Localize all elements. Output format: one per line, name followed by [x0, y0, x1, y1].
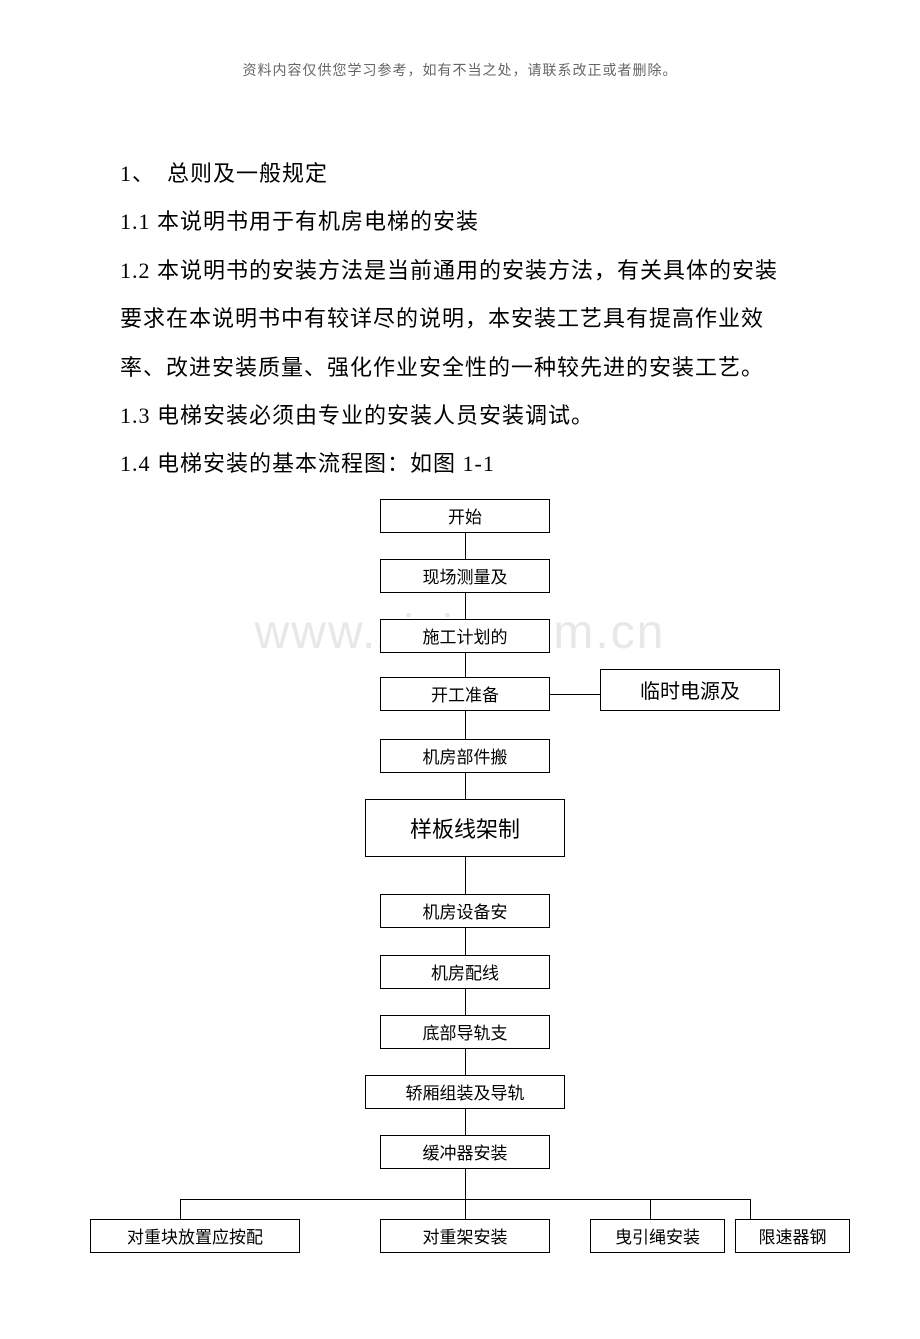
flow-box-big: 样板线架制 — [365, 799, 565, 857]
flow-box-start: 开始 — [380, 499, 550, 533]
para-line: 1.2 本说明书的安装方法是当前通用的安装方法，有关具体的安装 — [120, 247, 800, 295]
flow-box-side: 临时电源及 — [600, 669, 780, 711]
content-area: 1、 总则及一般规定 1.1 本说明书用于有机房电梯的安装 1.2 本说明书的安… — [0, 80, 920, 1339]
flow-connector — [465, 1199, 466, 1219]
header-note: 资料内容仅供您学习参考，如有不当之处，请联系改正或者删除。 — [0, 0, 920, 80]
flow-connector — [750, 1199, 751, 1219]
para-line: 率、改进安装质量、强化作业安全性的一种较先进的安装工艺。 — [120, 344, 800, 392]
flow-box: 缓冲器安装 — [380, 1135, 550, 1169]
flowchart: 开始 现场测量及 施工计划的 开工准备 临时电源及 机房部件搬 样板线架制 机房… — [120, 499, 800, 1339]
flow-connector — [180, 1199, 181, 1219]
flow-box: 机房配线 — [380, 955, 550, 989]
flow-box: 曳引绳安装 — [590, 1219, 725, 1253]
para-line: 1.1 本说明书用于有机房电梯的安装 — [120, 198, 800, 246]
flow-connector — [550, 694, 600, 695]
flow-connector — [650, 1199, 651, 1219]
flow-box: 对重架安装 — [380, 1219, 550, 1253]
para-line: 1、 总则及一般规定 — [120, 150, 800, 198]
flow-box: 限速器钢 — [735, 1219, 850, 1253]
flow-box: 机房设备安 — [380, 894, 550, 928]
para-line: 要求在本说明书中有较详尽的说明，本安装工艺具有提高作业效 — [120, 295, 800, 343]
flow-box: 轿厢组装及导轨 — [365, 1075, 565, 1109]
flow-box: 机房部件搬 — [380, 739, 550, 773]
flow-box: 底部导轨支 — [380, 1015, 550, 1049]
flow-box: 现场测量及 — [380, 559, 550, 593]
para-line: 1.3 电梯安装必须由专业的安装人员安装调试。 — [120, 392, 800, 440]
flow-box: 对重块放置应按配 — [90, 1219, 300, 1253]
para-line: 1.4 电梯安装的基本流程图：如图 1-1 — [120, 440, 800, 488]
flow-box: 施工计划的 — [380, 619, 550, 653]
flow-box: 开工准备 — [380, 677, 550, 711]
